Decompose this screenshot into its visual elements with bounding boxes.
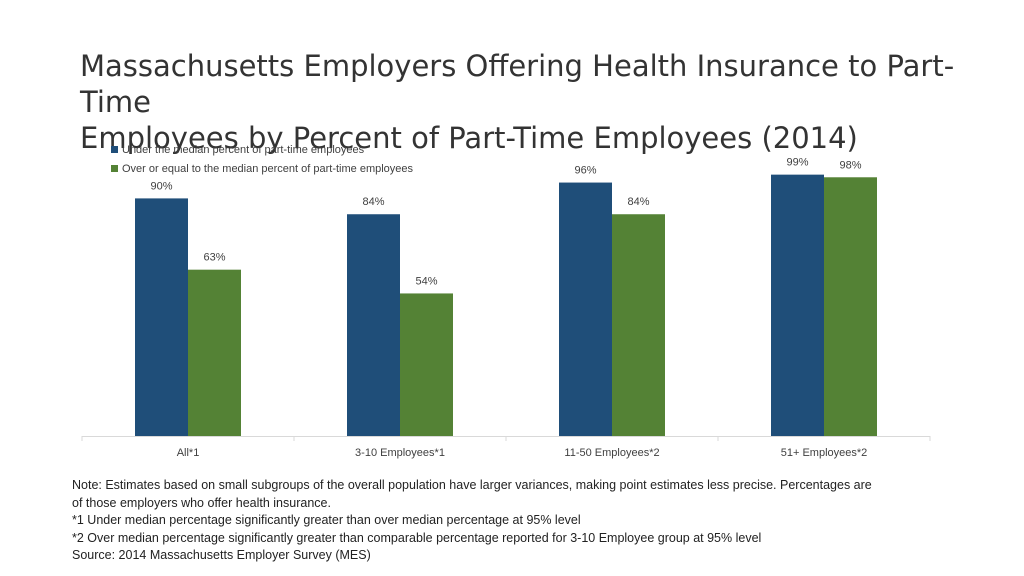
bar xyxy=(612,214,665,436)
data-label: 63% xyxy=(203,252,225,264)
legend-swatch xyxy=(111,165,118,172)
data-label: 84% xyxy=(362,196,384,208)
source-line: Source: 2014 Massachusetts Employer Surv… xyxy=(72,548,371,562)
x-tick-label: 3-10 Employees*1 xyxy=(355,447,445,459)
bar xyxy=(559,182,612,436)
data-label: 90% xyxy=(150,180,172,192)
x-axis: All*1 3-10 Employees*1 11-50 Employees*2 51… xyxy=(81,436,931,459)
data-label: 98% xyxy=(839,159,861,171)
chart-bars: 90% 63% 84% 54% 96% 84% 99% 98% xyxy=(135,157,877,436)
x-tick-label: 11-50 Employees*2 xyxy=(564,447,659,459)
legend-label: Under the median percent of part-time em… xyxy=(122,144,365,156)
bar xyxy=(188,269,241,436)
chart-notes: Note: Estimates based on small subgroups… xyxy=(72,477,972,565)
note-line: of those employers who offer health insu… xyxy=(72,495,331,510)
bar xyxy=(347,214,400,436)
x-tick-label: All*1 xyxy=(177,447,200,459)
bar xyxy=(135,198,188,436)
chart-title-line-2: Employees by Percent of Part-Time Employ… xyxy=(80,121,858,155)
data-label: 54% xyxy=(415,275,437,287)
data-label: 84% xyxy=(627,196,649,208)
footnote-2: *2 Over median percentage significantly … xyxy=(72,530,762,545)
bar-chart: Under the median percent of part-time em… xyxy=(81,144,931,459)
legend-swatch xyxy=(111,146,118,153)
data-label: 96% xyxy=(574,165,596,177)
data-label: 99% xyxy=(786,157,808,169)
legend-label: Over or equal to the median percent of p… xyxy=(122,163,414,175)
bar xyxy=(824,177,877,436)
footnote-1: *1 Under median percentage significantly… xyxy=(72,513,581,527)
chart-legend: Under the median percent of part-time em… xyxy=(111,144,414,175)
bar xyxy=(771,174,824,436)
bar xyxy=(400,293,453,436)
x-tick-label: 51+ Employees*2 xyxy=(781,447,868,459)
chart-title: Massachusetts Employers Offering Health … xyxy=(80,48,1000,156)
chart-title-line-1: Massachusetts Employers Offering Health … xyxy=(80,49,955,119)
note-line: Note: Estimates based on small subgroups… xyxy=(72,478,872,492)
